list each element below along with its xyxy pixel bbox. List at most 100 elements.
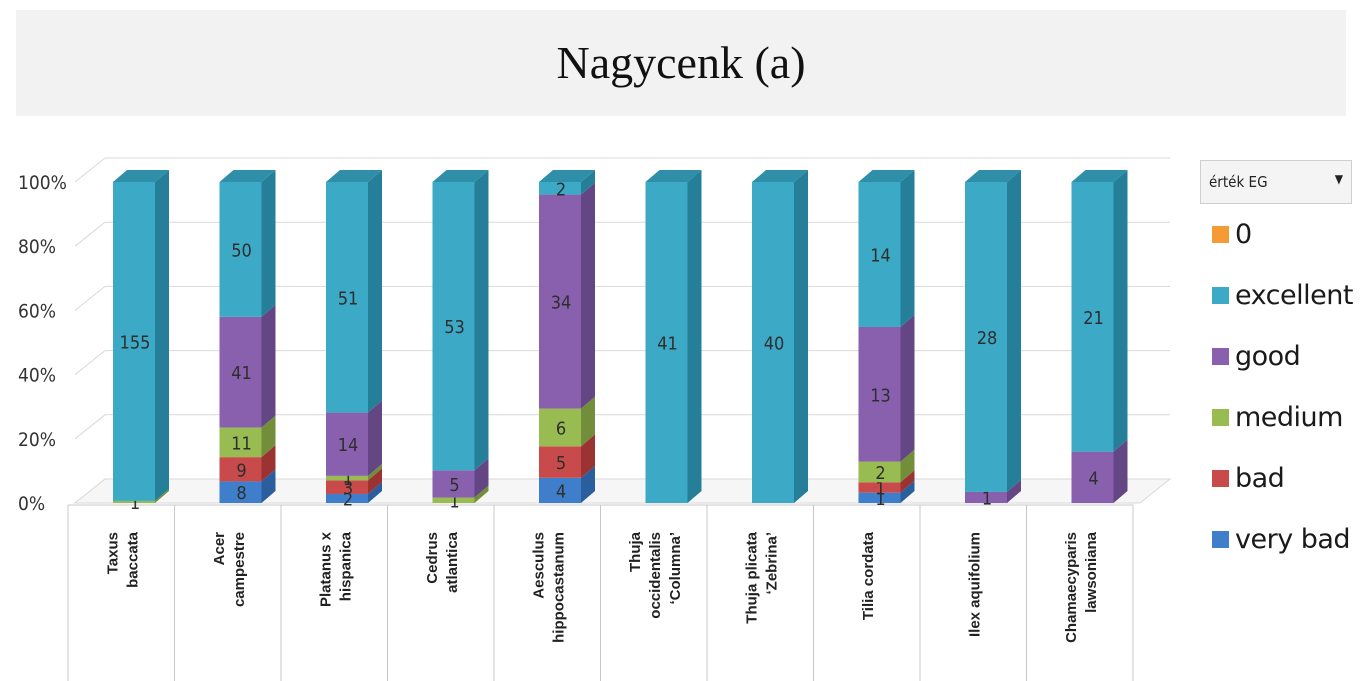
x-tick-label-line: hippocastanum [550,532,567,643]
bar-segment-medium [432,497,475,503]
data-label: 4 [556,481,566,502]
bar-segment-very-bad [858,492,901,503]
bar-segment-excellent [752,182,794,503]
bar-segment-side [368,468,382,494]
y-tick-label: 80% [18,236,56,258]
bar-segment-excellent [219,182,262,317]
title-panel: Nagycenk (a) [16,10,1346,116]
bar-segment-side [900,470,915,493]
data-label: 51 [338,288,359,309]
data-label: 13 [870,385,891,406]
legend-item[interactable]: good [1212,338,1301,374]
x-tick-label: Thuja plicata ‘Zebrina’ [743,531,780,623]
data-label: 3 [343,478,353,499]
data-label: 1 [982,488,992,509]
legend-label: medium [1235,401,1343,433]
bar-top-face [326,170,382,182]
bar-segment-medium [219,427,262,458]
bar-segment-side [261,170,276,317]
bar-segment-medium [539,408,581,447]
x-tick-label-line: baccata [124,531,141,588]
legend-swatch [1212,286,1229,304]
data-label: 6 [556,418,566,439]
x-tick-label: Thuja occidentalis ‘Columna’ [627,531,684,618]
bar-segment-side [900,314,915,462]
bar-segment-very-bad [219,481,262,503]
bar-segment-side [368,400,382,476]
x-tick-label-line: Taxus [104,532,121,574]
bar-segment-side [261,445,276,482]
x-tick-label-line: occidentalis [647,532,664,619]
legend-swatch [1212,225,1229,243]
bar-segment-side [474,170,489,471]
x-tick-label-line: Chamaecyparis [1063,532,1080,643]
x-tick-label-line: Aesculus [530,532,547,599]
bar-segment-side [1113,439,1128,503]
x-tick-label-line: Thuja plicata [743,531,760,623]
bar-segment-side [581,170,595,195]
x-tick-label: Chamaecyparis lawsoniana [1063,531,1100,643]
bar-top-face [645,170,702,182]
legend-item[interactable]: bad [1212,460,1285,496]
bar-segment-side [687,170,702,503]
data-label: 2 [875,463,885,484]
bar-top-face [1071,170,1128,182]
x-tick-label-line: Cedrus [424,532,441,584]
legend-filter-dropdown[interactable]: érték EG ▼ [1200,160,1352,204]
data-label: 1 [875,478,885,499]
data-label: 41 [657,334,678,355]
y-tick-label: 60% [18,300,56,322]
bar-segment-good [219,316,262,428]
x-tick-label: Acer campestre [211,532,248,607]
legend-item[interactable]: excellent [1212,277,1353,313]
x-tick-label: Tilia cordata [860,531,877,620]
bar-segment-bad [219,457,262,482]
bar-segment-medium [326,475,368,481]
bar-top-face [432,170,489,182]
data-label: 34 [551,293,572,314]
data-label: 8 [236,483,246,504]
bar-segment-side [1007,479,1021,503]
data-label: 21 [1083,308,1104,329]
bar-segment-side [900,170,915,327]
gridline-diagonal [74,157,106,183]
bar-segment-excellent [539,182,581,195]
data-label: 50 [231,240,252,261]
x-tick-label-line: ‘Zebrina’ [763,532,780,595]
bar-segment-side [1113,170,1128,452]
bar-segment-medium [113,500,155,503]
bar-segment-medium [858,461,901,483]
x-tick-label-line: hispanica [337,531,354,601]
legend-label: very bad [1235,523,1351,555]
legend-item[interactable]: medium [1212,399,1343,435]
bar-segment-good [965,491,1007,503]
data-label: 1 [130,493,140,514]
bar-top-face [539,170,595,182]
bar-segment-side [368,463,382,481]
bar-segment-bad [858,482,901,493]
y-tick-label: 100% [18,172,67,194]
y-tick-label: 0% [18,493,45,515]
gridline-diagonal [74,350,106,375]
legend-swatch [1212,530,1229,548]
bar-segment-excellent [858,182,901,327]
bar-segment-bad [539,446,581,478]
bar-segment-side [368,481,382,503]
bar-segment-side [1007,170,1021,492]
legend-item[interactable]: 0 [1212,216,1252,252]
x-tick-label: Taxus baccata [104,531,141,588]
legend-label: bad [1235,462,1285,494]
bar-segment-very-bad [539,477,581,503]
data-label: 5 [556,453,566,474]
x-tick-label-line: Platanus x [317,531,334,607]
x-tick-label: Ilex aquifolium [966,532,983,637]
data-label: 2 [556,179,566,200]
bar-segment-side [581,434,595,478]
x-tick-label-line: Ilex aquifolium [966,532,983,637]
data-label: 9 [236,460,246,481]
x-tick-label: Platanus x hispanica [317,531,354,607]
chevron-down-icon: ▼ [1334,172,1343,186]
legend-item[interactable]: very bad [1212,521,1351,557]
chart-title: Nagycenk (a) [556,37,806,88]
